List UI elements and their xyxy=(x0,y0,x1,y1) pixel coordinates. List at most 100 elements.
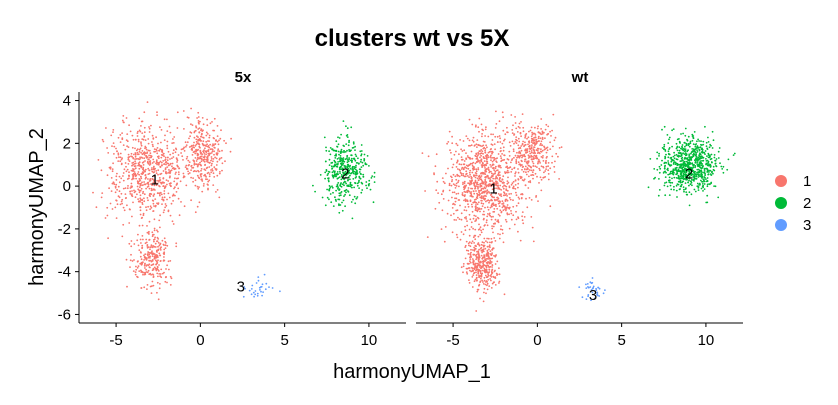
data-point xyxy=(529,165,531,168)
data-point xyxy=(558,147,561,149)
data-point xyxy=(142,212,145,215)
data-point xyxy=(197,169,199,172)
data-point xyxy=(147,173,150,176)
data-point xyxy=(679,163,682,166)
data-point xyxy=(326,196,329,199)
data-point xyxy=(702,180,704,183)
data-point xyxy=(480,158,483,161)
data-point xyxy=(155,184,158,187)
data-point xyxy=(668,194,671,197)
data-point xyxy=(101,138,104,141)
data-point xyxy=(479,277,482,280)
data-point xyxy=(211,169,214,172)
data-point xyxy=(476,203,479,206)
data-point xyxy=(175,191,178,193)
data-point xyxy=(335,189,337,192)
data-point xyxy=(458,153,460,156)
data-point xyxy=(699,175,701,178)
data-point xyxy=(664,155,666,158)
data-point xyxy=(684,156,686,159)
data-point xyxy=(591,291,594,294)
data-point xyxy=(683,147,685,150)
data-point xyxy=(331,148,333,151)
data-point xyxy=(350,154,353,157)
data-point xyxy=(122,144,125,147)
data-point xyxy=(159,191,162,194)
data-point xyxy=(503,154,505,157)
data-point xyxy=(679,152,681,154)
data-point xyxy=(667,173,670,176)
data-point xyxy=(144,183,147,186)
data-point xyxy=(177,165,179,168)
data-point xyxy=(141,201,144,204)
data-point xyxy=(339,172,341,175)
data-point xyxy=(111,208,114,210)
data-point xyxy=(490,159,492,162)
data-point xyxy=(134,165,137,167)
data-point xyxy=(542,160,545,162)
data-point xyxy=(540,118,543,120)
data-point xyxy=(692,153,695,156)
data-point xyxy=(517,217,520,220)
data-point xyxy=(347,172,349,174)
data-point xyxy=(485,240,487,243)
data-point xyxy=(520,197,523,199)
data-point xyxy=(147,205,150,208)
data-point xyxy=(148,220,151,223)
data-point xyxy=(501,178,504,181)
data-point xyxy=(707,163,710,165)
data-point xyxy=(197,148,200,151)
data-point xyxy=(544,161,547,164)
data-point xyxy=(126,178,129,180)
data-point xyxy=(168,169,170,171)
data-point xyxy=(523,178,526,181)
data-point xyxy=(472,161,475,164)
data-point xyxy=(344,170,347,173)
data-point xyxy=(679,179,682,182)
data-point xyxy=(527,164,530,167)
data-point xyxy=(225,142,227,145)
data-point xyxy=(531,160,534,163)
data-point xyxy=(508,213,510,216)
data-point xyxy=(483,198,486,201)
data-point xyxy=(535,154,538,157)
data-point xyxy=(335,200,337,202)
cluster-label: 3 xyxy=(237,279,245,296)
data-point xyxy=(499,147,502,150)
data-point xyxy=(479,233,481,236)
data-point xyxy=(114,206,117,209)
data-point xyxy=(706,185,709,188)
data-point xyxy=(343,160,346,163)
data-point xyxy=(146,197,149,199)
data-point xyxy=(141,171,144,174)
data-point xyxy=(434,165,437,168)
data-point xyxy=(468,279,470,281)
data-point xyxy=(483,186,486,189)
data-point xyxy=(530,216,533,218)
data-point xyxy=(540,148,542,151)
data-point xyxy=(496,274,498,276)
data-point xyxy=(170,277,173,280)
data-point xyxy=(705,145,708,148)
data-point xyxy=(473,234,476,237)
data-point xyxy=(471,162,473,165)
data-point xyxy=(490,198,493,201)
data-point xyxy=(469,158,472,160)
data-point xyxy=(468,213,471,216)
data-point xyxy=(177,154,180,156)
data-point xyxy=(482,152,484,155)
data-point xyxy=(474,278,477,281)
data-point xyxy=(532,169,535,172)
data-point xyxy=(327,170,330,173)
data-point xyxy=(524,136,526,139)
data-point xyxy=(148,154,151,157)
data-point xyxy=(341,201,343,204)
data-point xyxy=(536,127,539,130)
legend-label-1: 1 xyxy=(803,173,811,190)
data-point xyxy=(163,248,166,251)
data-point xyxy=(667,156,670,159)
data-point xyxy=(494,240,497,242)
data-point xyxy=(117,153,120,156)
data-point xyxy=(446,212,449,215)
data-point xyxy=(534,172,537,175)
